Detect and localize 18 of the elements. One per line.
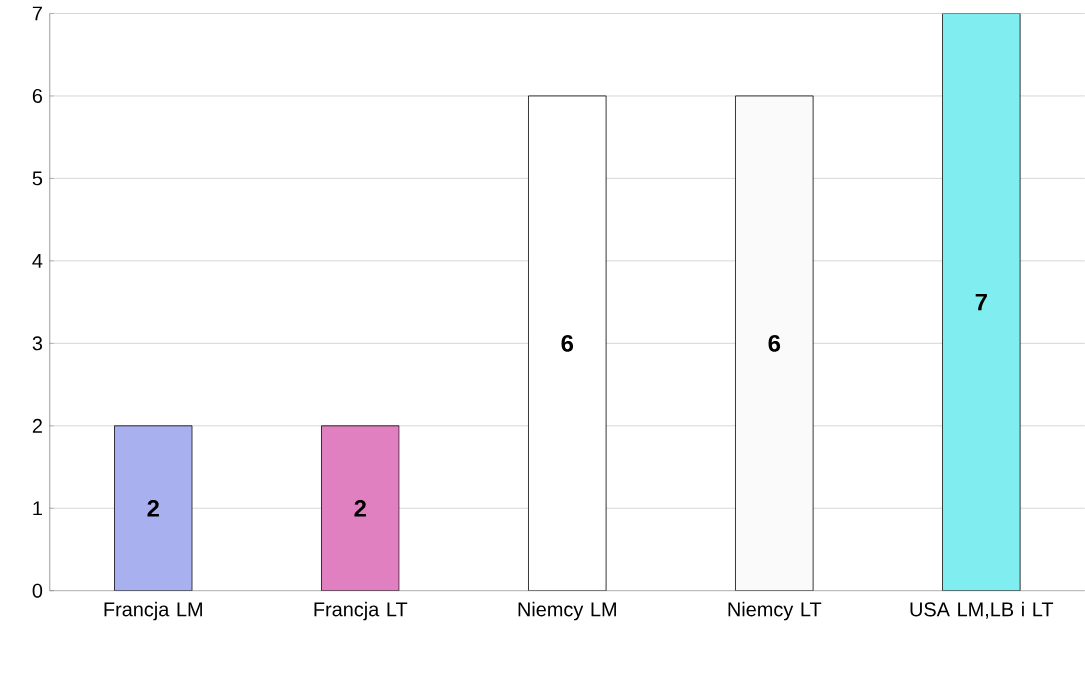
y-tick-label: 0 bbox=[32, 583, 43, 598]
x-tick-label: Francja LT bbox=[314, 601, 408, 621]
x-tick-label: Francja LM bbox=[104, 601, 202, 621]
data-label: 6 bbox=[561, 334, 574, 352]
y-tick-label: 3 bbox=[32, 336, 43, 351]
data-label: 2 bbox=[147, 499, 159, 517]
data-label: 2 bbox=[354, 499, 366, 517]
y-tick-label: 4 bbox=[32, 253, 43, 268]
y-tick-label: 2 bbox=[32, 418, 42, 433]
y-tick-label: 7 bbox=[32, 6, 42, 21]
data-label: 7 bbox=[975, 293, 987, 311]
y-tick-label: 5 bbox=[32, 171, 43, 186]
x-tick-label: USA LM,LB i LT bbox=[910, 601, 1054, 619]
y-tick-label: 1 bbox=[33, 501, 42, 515]
x-tick-label: Niemcy LM bbox=[518, 601, 616, 621]
data-label: 6 bbox=[768, 334, 781, 352]
y-tick-label: 6 bbox=[32, 88, 43, 103]
x-tick-label: Niemcy LT bbox=[728, 601, 822, 621]
